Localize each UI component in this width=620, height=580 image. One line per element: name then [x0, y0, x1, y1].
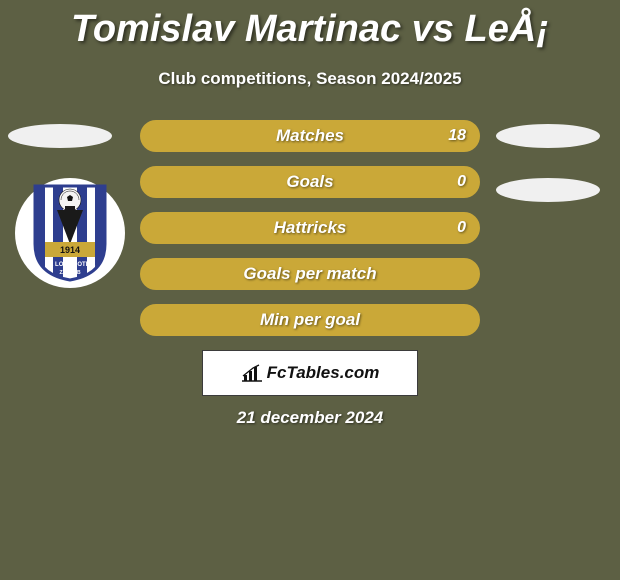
- stat-bar-goals-per-match: Goals per match: [140, 258, 480, 290]
- source-logo-text: FcTables.com: [267, 363, 380, 383]
- stat-label: Matches: [276, 126, 344, 146]
- stat-bar-min-per-goal: Min per goal: [140, 304, 480, 336]
- stat-value: 0: [457, 219, 466, 237]
- player2-club-placeholder: [496, 178, 600, 202]
- subtitle: Club competitions, Season 2024/2025: [0, 69, 620, 89]
- player1-photo-placeholder: [8, 124, 112, 148]
- crest-year: 1914: [60, 245, 80, 255]
- stat-value: 18: [448, 127, 466, 145]
- stat-bar-hattricks: Hattricks 0: [140, 212, 480, 244]
- stat-label: Min per goal: [260, 310, 360, 330]
- stat-label: Goals per match: [243, 264, 376, 284]
- date-label: 21 december 2024: [0, 408, 620, 428]
- source-logo: FcTables.com: [202, 350, 418, 396]
- crest-city: ZAGREB: [59, 270, 81, 276]
- stats-bars: Matches 18 Goals 0 Hattricks 0 Goals per…: [140, 120, 480, 350]
- stat-bar-matches: Matches 18: [140, 120, 480, 152]
- crest-club-name: NK LOKOMOTIVA: [45, 262, 96, 268]
- club-crest: 1914 NK LOKOMOTIVA ZAGREB: [15, 178, 125, 288]
- stat-label: Hattricks: [274, 218, 347, 238]
- stat-bar-goals: Goals 0: [140, 166, 480, 198]
- stat-label: Goals: [286, 172, 333, 192]
- stat-value: 0: [457, 173, 466, 191]
- bar-chart-icon: [241, 364, 263, 382]
- page-title: Tomislav Martinac vs LeÅ¡: [0, 0, 620, 51]
- player2-photo-placeholder: [496, 124, 600, 148]
- shield-icon: 1914 NK LOKOMOTIVA ZAGREB: [31, 184, 109, 282]
